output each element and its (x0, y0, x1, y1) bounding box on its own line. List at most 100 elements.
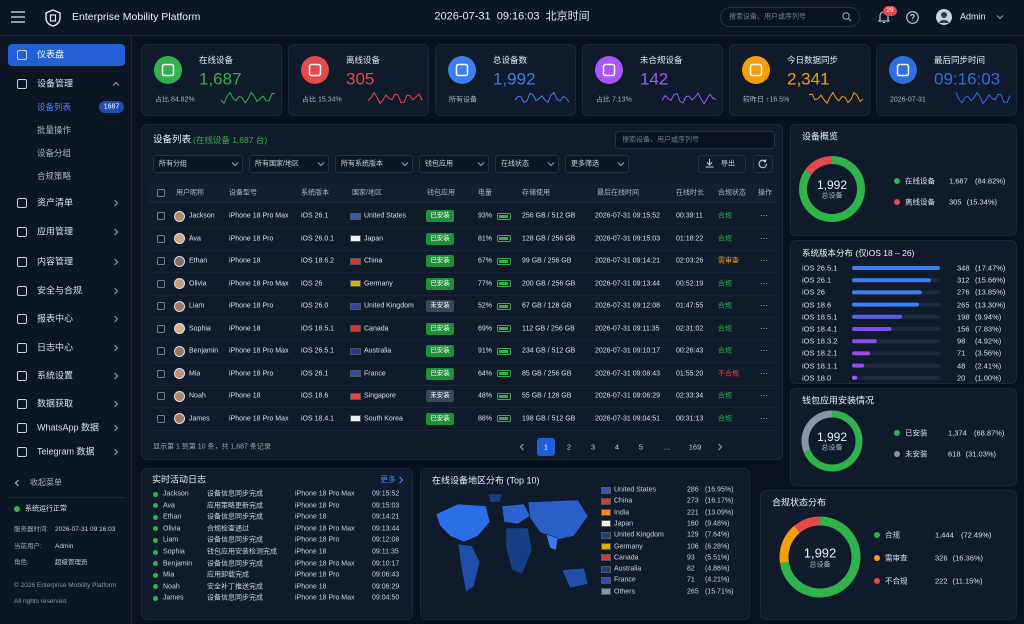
device-search[interactable] (615, 131, 775, 149)
activity-model: iPhone 18 (295, 548, 327, 556)
sidebar-collapse[interactable]: 收起菜单 (30, 478, 62, 487)
menu-item[interactable]: 设备管理 (37, 78, 74, 89)
row-action[interactable]: ··· (760, 346, 768, 355)
chevron-path (317, 162, 325, 167)
page-number[interactable]: 2 (566, 442, 572, 452)
row-checkbox[interactable] (157, 347, 165, 355)
row-action[interactable]: ··· (760, 256, 768, 265)
row-action[interactable]: ··· (760, 301, 768, 310)
refresh-button[interactable] (753, 155, 773, 173)
activity-time: 09:15:03 (372, 502, 400, 510)
row-action[interactable]: ··· (760, 391, 768, 400)
wallet-badge-bg (426, 300, 454, 312)
filter-select[interactable] (565, 155, 629, 173)
user-name[interactable]: Admin (960, 11, 986, 22)
submenu-badge: 1687 (103, 103, 120, 111)
map-region (505, 527, 533, 575)
row-checkbox[interactable] (157, 414, 165, 423)
activity-more[interactable]: 更多 (380, 475, 396, 484)
filter-select[interactable] (335, 155, 413, 173)
chevron-path (114, 199, 119, 207)
filter-select[interactable] (495, 155, 559, 173)
region-value: 265 (687, 588, 699, 596)
row-action[interactable]: ··· (760, 368, 768, 378)
battery-icon (497, 257, 511, 265)
filter-select[interactable] (153, 155, 243, 173)
status-key: 当前用户: (14, 542, 42, 550)
stat-icon-glyph (896, 63, 910, 77)
page-number[interactable]: 5 (638, 442, 644, 452)
row-action[interactable]: ··· (760, 323, 768, 333)
row-action[interactable]: ··· (760, 211, 768, 220)
table-cell: 2026-07-31 09:14:21 (595, 257, 660, 265)
activity-user: Noah (163, 583, 180, 591)
menu-item[interactable]: WhatsApp 数据 (37, 422, 100, 433)
menu-item[interactable]: 资产清单 (37, 197, 74, 208)
menu-item[interactable]: 内容管理 (37, 256, 74, 267)
chevron-path (519, 443, 524, 451)
menu-item[interactable]: 日志中心 (37, 342, 74, 353)
submenu-item[interactable]: 批量操作 (37, 124, 72, 135)
battery-fill (499, 394, 508, 398)
os-value: 48 (957, 360, 966, 370)
region-pct: (16.95%) (705, 486, 734, 494)
menu-item[interactable]: 应用管理 (37, 226, 74, 237)
stat-icon-glyph (455, 63, 469, 77)
stat-title: 未合规设备 (640, 54, 683, 65)
world-map (435, 493, 589, 593)
menu-icon (17, 198, 27, 208)
menu-item[interactable]: 系统设置 (37, 370, 74, 381)
page-number[interactable]: 169 (688, 442, 702, 452)
filter-select[interactable] (419, 155, 489, 173)
row-checkbox[interactable] (157, 212, 165, 220)
page-number[interactable]: ... (663, 442, 671, 452)
row-checkbox[interactable] (157, 257, 165, 265)
region-value: 82 (687, 565, 695, 573)
submenu-item[interactable]: 设备分组 (37, 147, 72, 158)
stat-sub: 占比 7.13% (596, 96, 632, 104)
export-button[interactable] (698, 155, 746, 173)
filter-select[interactable] (249, 155, 329, 173)
battery-fill (499, 417, 508, 420)
activity-user: Mia (163, 571, 175, 579)
menu-item[interactable]: 数据获取 (37, 398, 74, 409)
row-checkbox[interactable] (157, 369, 165, 378)
submenu-item[interactable]: 设备列表 (37, 101, 72, 112)
region-pct: (4.21%) (705, 576, 730, 584)
row-action[interactable]: ··· (760, 278, 768, 288)
row-action[interactable]: ··· (760, 413, 768, 423)
stat-sub: 占比 84.82% (155, 96, 195, 104)
region-pct: (4.86%) (705, 565, 730, 573)
row-checkbox[interactable] (157, 392, 165, 400)
status-value: Admin (55, 542, 74, 550)
header-checkbox[interactable] (157, 189, 165, 197)
menu-item[interactable]: 安全与合规 (37, 285, 83, 296)
table-cell: United States (364, 212, 407, 220)
legend-label: 未安装 (905, 449, 928, 459)
menu-item[interactable]: Telegram 数据 (37, 446, 95, 457)
donut-total-label: 总设备 (809, 561, 831, 569)
filter-label: 钱包应用 (425, 160, 453, 168)
region-value: 71 (687, 576, 695, 584)
menu-item[interactable]: 报表中心 (37, 313, 74, 324)
wallet-status: 已安装 (430, 369, 450, 377)
os-name: iOS 18.1.1 (802, 360, 838, 370)
page-number[interactable]: 3 (590, 442, 596, 452)
row-checkbox[interactable] (157, 302, 165, 310)
row-checkbox[interactable] (157, 279, 165, 288)
menu-item[interactable]: 仪表盘 (37, 49, 65, 60)
submenu-item[interactable]: 合规策略 (37, 170, 72, 181)
row-action[interactable]: ··· (760, 233, 768, 243)
column-header: 存储使用 (522, 189, 550, 197)
row-divider (148, 227, 776, 228)
page-number[interactable]: 1 (543, 442, 549, 452)
header-search[interactable] (720, 7, 860, 27)
legend-dot (874, 532, 880, 538)
legend-dot (894, 178, 900, 184)
chevron-icon (114, 287, 119, 295)
page-number[interactable]: 4 (614, 442, 620, 452)
row-checkbox[interactable] (157, 234, 165, 243)
row-checkbox[interactable] (157, 324, 165, 333)
map-region (435, 503, 491, 543)
sparkline-path (955, 91, 1011, 105)
